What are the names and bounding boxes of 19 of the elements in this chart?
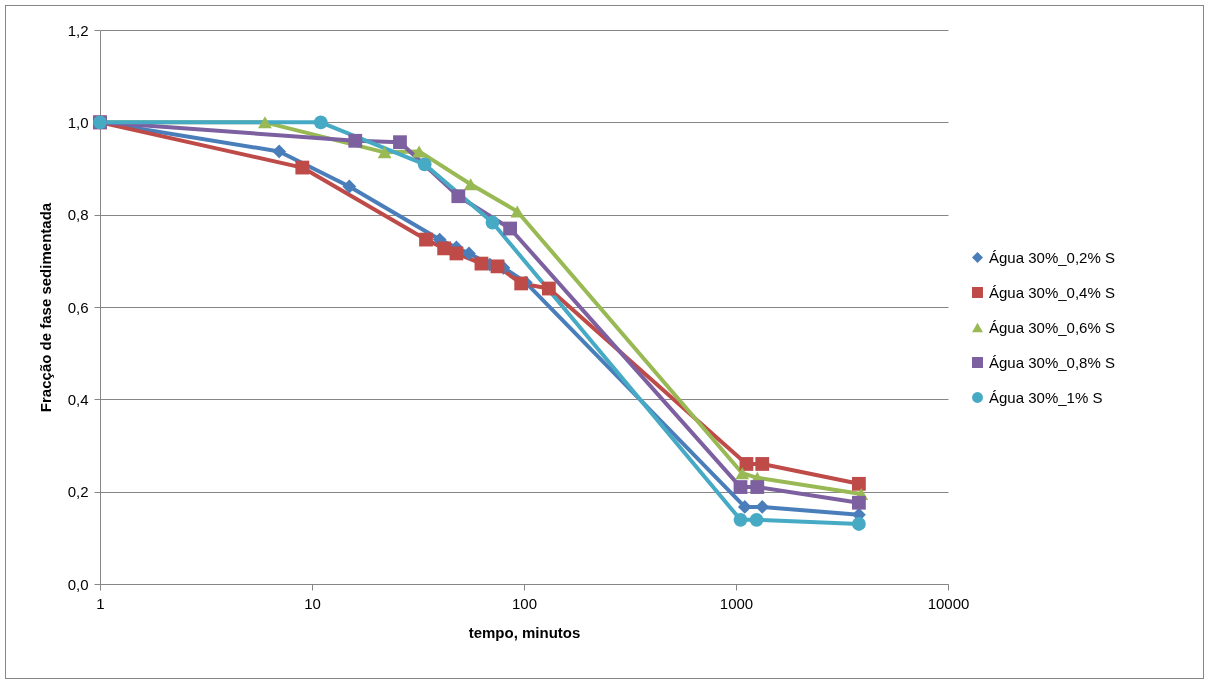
x-tick-label: 10 <box>304 594 321 612</box>
y-tick-label: 1,0 <box>67 113 89 131</box>
y-tick-label: 0,2 <box>67 483 89 501</box>
legend-label: Água 30%_0,2% S <box>989 248 1115 266</box>
legend-label: Água 30%_1% S <box>989 388 1103 406</box>
y-tick-label: 0,4 <box>67 390 89 408</box>
legend-label: Água 30%_0,6% S <box>989 318 1115 336</box>
x-tick-label: 1 <box>96 594 105 612</box>
legend-label: Água 30%_0,4% S <box>989 283 1115 301</box>
x-axis-title: tempo, minutos <box>468 623 581 641</box>
x-tick-label: 1000 <box>719 594 754 612</box>
y-tick-label: 0,8 <box>67 206 89 224</box>
x-tick-label: 100 <box>511 594 538 612</box>
y-axis-title: Fracção de fase sedimentada <box>36 202 54 413</box>
y-tick-label: 0,0 <box>67 575 89 593</box>
y-tick-label: 1,2 <box>67 21 89 39</box>
x-tick-label: 10000 <box>927 594 970 612</box>
y-tick-label: 0,6 <box>67 298 89 316</box>
legend-label: Água 30%_0,8% S <box>989 353 1115 371</box>
